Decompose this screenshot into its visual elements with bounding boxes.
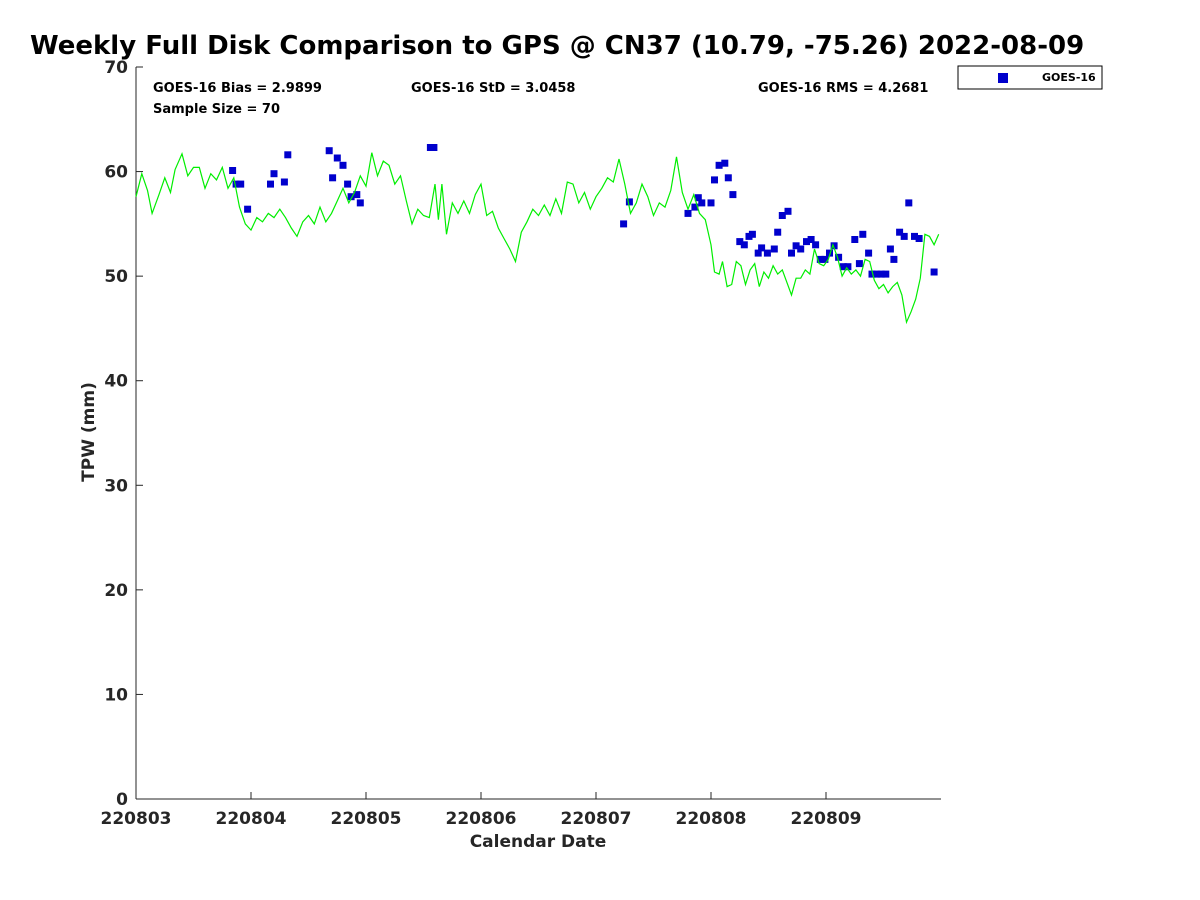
goes16-data-point <box>830 242 838 250</box>
goes16-data-point <box>347 193 355 201</box>
y-tick-label: 30 <box>104 476 128 496</box>
x-tick-label: 220808 <box>676 809 747 829</box>
goes16-data-point <box>855 260 863 268</box>
goes16-data-point <box>229 167 237 174</box>
goes16-data-point <box>237 180 245 188</box>
goes16-data-point <box>267 180 274 188</box>
goes16-data-point <box>721 159 729 167</box>
goes16-data-point <box>821 255 829 263</box>
x-tick-label: 220809 <box>791 809 862 829</box>
goes16-data-point <box>778 212 786 219</box>
y-tick-label: 0 <box>116 790 128 810</box>
goes16-data-point <box>812 241 820 249</box>
goes16-data-point <box>711 176 718 184</box>
legend-marker <box>998 73 1008 83</box>
chart-title: Weekly Full Disk Comparison to GPS @ CN3… <box>30 31 1084 61</box>
goes16-data-point <box>280 178 288 186</box>
plot-area: 0 10 20 30 40 50 60 70 220803 220804 220805 220806 2… <box>101 58 941 829</box>
goes16-data-point <box>353 191 361 199</box>
goes16-data-point <box>915 235 923 242</box>
goes16-data-point <box>344 180 352 188</box>
y-axis-label: TPW (mm) <box>79 382 99 482</box>
goes16-data-point <box>620 220 628 228</box>
goes16-data-point <box>905 199 913 207</box>
x-tick-label: 220803 <box>101 809 172 829</box>
goes16-data-point <box>684 209 692 217</box>
goes16-data-point <box>724 174 732 182</box>
goes16-data-point <box>784 207 792 215</box>
goes16-data-point <box>736 238 744 246</box>
y-tick-label: 70 <box>104 58 128 78</box>
y-tick-label: 50 <box>104 267 128 287</box>
goes16-data-point <box>886 245 894 253</box>
goes16-data-point <box>333 154 341 162</box>
goes16-data-point <box>232 180 240 188</box>
x-tick-label: 220806 <box>446 809 517 829</box>
goes16-data-point <box>839 263 847 271</box>
goes16-data-point <box>698 199 706 207</box>
goes16-data-point <box>792 242 800 250</box>
goes16-data-point <box>851 236 859 243</box>
goes16-data-point <box>911 232 918 240</box>
goes16-data-point <box>754 249 762 257</box>
goes16-data-point <box>763 249 771 257</box>
bias-stat: GOES-16 Bias = 2.9899 <box>153 81 322 96</box>
gps-reference-line <box>135 151 940 325</box>
goes16-data-point <box>339 161 347 169</box>
goes16-data-point <box>325 147 333 155</box>
std-stat: GOES-16 StD = 3.0458 <box>411 81 575 96</box>
goes16-data-point <box>715 161 723 169</box>
goes16-data-point <box>244 205 252 213</box>
goes16-data-point <box>844 263 852 271</box>
goes16-data-point <box>930 268 938 276</box>
goes16-data-point <box>284 151 292 159</box>
y-tick-label: 20 <box>104 581 128 601</box>
rms-stat: GOES-16 RMS = 4.2681 <box>758 81 928 96</box>
goes16-data-point <box>740 241 748 249</box>
goes16-data-point <box>868 270 876 278</box>
goes16-data-point <box>694 194 702 202</box>
goes16-data-point <box>329 174 337 182</box>
x-tick-label: 220804 <box>216 809 287 829</box>
legend-label-goes16: GOES-16 <box>1042 71 1096 84</box>
y-tick-label: 10 <box>104 685 128 705</box>
goes16-data-point <box>770 245 778 253</box>
goes16-data-point <box>900 232 908 240</box>
goes16-data-point <box>835 253 843 261</box>
y-tick-label: 60 <box>104 163 128 183</box>
y-tick-label: 40 <box>104 372 128 392</box>
goes16-data-point <box>807 236 815 243</box>
goes16-data-point <box>691 203 699 211</box>
goes16-data-point <box>788 249 795 257</box>
goes16-data-point <box>873 270 881 278</box>
goes16-data-point <box>877 270 885 278</box>
goes16-data-point <box>816 255 824 263</box>
goes16-data-point <box>729 191 737 199</box>
x-tick-label: 220805 <box>331 809 402 829</box>
goes16-data-point <box>270 170 278 178</box>
goes16-data-point <box>356 199 364 207</box>
goes16-data-point <box>758 244 766 252</box>
x-axis-label: Calendar Date <box>470 832 607 852</box>
legend-box <box>957 65 1103 90</box>
goes16-data-point <box>774 228 782 236</box>
goes16-data-point <box>896 228 904 236</box>
goes16-data-point <box>748 230 756 238</box>
goes16-data-point <box>859 230 867 238</box>
goes16-data-point <box>707 199 715 207</box>
goes16-data-point <box>882 270 890 278</box>
legend: GOES-16 <box>957 65 1103 90</box>
goes16-data-point <box>797 245 805 253</box>
goes16-data-point <box>826 249 833 257</box>
goes16-data-point <box>890 255 898 263</box>
goes16-data-point <box>803 238 810 246</box>
sample-size-stat: Sample Size = 70 <box>153 102 280 117</box>
goes16-data-point <box>430 144 438 151</box>
goes16-data-point <box>865 249 873 257</box>
x-tick-label: 220807 <box>561 809 632 829</box>
goes16-data-point <box>625 198 633 206</box>
